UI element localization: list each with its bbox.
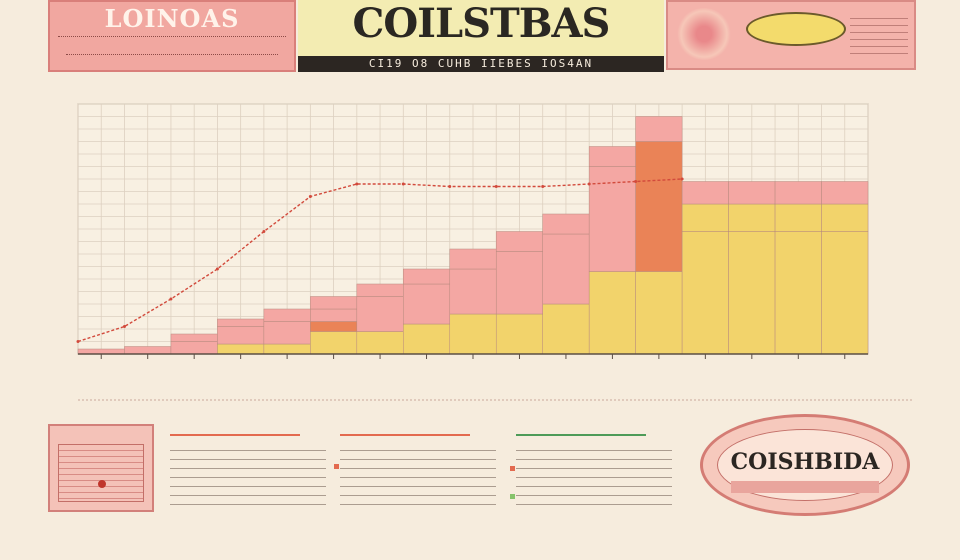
bar-segment xyxy=(495,313,543,355)
bar-segment xyxy=(635,271,683,355)
trend-point xyxy=(215,267,219,271)
seal-title: COISHBIDA xyxy=(730,449,880,475)
bar-segment xyxy=(217,343,265,355)
legend-column-1 xyxy=(170,420,330,516)
bar-segment xyxy=(310,331,358,355)
trend-point xyxy=(169,297,173,301)
seal-band xyxy=(731,481,879,493)
bar-segment xyxy=(263,343,311,355)
bar-segment xyxy=(263,321,311,345)
bar-segment xyxy=(449,313,497,355)
legend-column-1-heading xyxy=(170,420,300,436)
bar-segment xyxy=(217,326,265,345)
bar-segment xyxy=(588,146,636,167)
legend-column-3-heading xyxy=(516,420,646,436)
bar-segment xyxy=(635,141,683,272)
bar-segment xyxy=(821,203,869,232)
x-axis-ticks xyxy=(100,354,846,359)
stamp-dot-icon xyxy=(98,480,106,488)
bottom-left-stamp xyxy=(48,424,154,512)
header-center-banner: COILSTBAS xyxy=(298,0,664,56)
bar-segment xyxy=(170,341,218,355)
bar-segment xyxy=(403,323,451,355)
bar-segment xyxy=(449,248,497,270)
emblem-icon xyxy=(746,12,846,46)
trend-point xyxy=(587,182,591,186)
page-title: COILSTBAS xyxy=(352,0,611,47)
legend-column-2-rows xyxy=(340,442,496,512)
bar-segment xyxy=(356,331,404,355)
bar-segment xyxy=(821,181,869,205)
bottom-right-seal: COISHBIDA xyxy=(700,414,910,516)
chart-bars xyxy=(77,116,869,355)
legend-column-3-rows xyxy=(516,442,672,512)
header-right-fine-print xyxy=(850,12,908,58)
bar-segment xyxy=(263,308,311,322)
rose-ornament-icon xyxy=(676,8,732,60)
bar-segment xyxy=(728,203,776,232)
bar-segment xyxy=(170,333,218,342)
bar-segment xyxy=(728,231,776,355)
legend-column-2 xyxy=(334,420,500,516)
chart-overlay-line xyxy=(76,177,684,343)
trend-point xyxy=(680,177,684,181)
stamp-fine-print xyxy=(58,444,144,502)
header-left-banner: LOINOAS xyxy=(48,0,296,72)
header-subtitle: CI19 O8 CUHB IIEBES IOS4AN xyxy=(368,57,594,70)
legend-swatch-orange xyxy=(334,464,339,469)
trend-point xyxy=(541,185,545,188)
legend-column-2-heading xyxy=(340,420,470,436)
header-right-ornament xyxy=(666,0,916,70)
bar-segment xyxy=(681,181,729,205)
bar-segment xyxy=(542,303,590,355)
bar-segment xyxy=(403,268,451,285)
bar-segment xyxy=(774,231,822,355)
bar-segment xyxy=(728,181,776,205)
legend-column-3 xyxy=(510,420,676,516)
legend-swatch-green xyxy=(510,494,515,499)
bar-segment xyxy=(310,296,358,310)
legend-swatch-red xyxy=(510,466,515,471)
bar-segment xyxy=(774,203,822,232)
trend-line xyxy=(77,178,683,343)
bar-segment xyxy=(495,251,543,315)
bar-segment xyxy=(588,271,636,355)
trend-point xyxy=(355,182,359,186)
bar-segment xyxy=(821,231,869,355)
header-subtitle-strip: CI19 O8 CUHB IIEBES IOS4AN xyxy=(298,56,664,72)
trend-point xyxy=(401,182,405,186)
bar-segment xyxy=(356,283,404,297)
bar-segment xyxy=(635,116,683,142)
bar-segment xyxy=(124,346,172,355)
header-left-fine-print xyxy=(58,36,286,47)
bar-segment xyxy=(310,308,358,322)
bar-segment xyxy=(542,213,590,235)
legend-column-1-rows xyxy=(170,442,326,512)
bar-segment xyxy=(449,268,497,315)
trend-point xyxy=(448,185,452,188)
trend-point xyxy=(634,180,638,183)
header-left-fine-print-2 xyxy=(66,54,278,63)
bar-segment xyxy=(495,231,543,252)
bar-segment xyxy=(310,321,358,332)
bar-segment xyxy=(681,203,729,232)
trend-point xyxy=(308,195,312,198)
bar-segment xyxy=(403,283,451,325)
trend-point xyxy=(494,185,498,188)
bar-segment xyxy=(356,296,404,332)
header-left-title: LOINOAS xyxy=(104,4,240,33)
bar-segment xyxy=(681,231,729,355)
stacked-bar-chart xyxy=(76,103,912,401)
bar-segment xyxy=(774,181,822,205)
trend-point xyxy=(76,340,80,343)
bar-segment xyxy=(542,233,590,305)
trend-point xyxy=(262,230,266,233)
bar-segment xyxy=(588,166,636,272)
trend-point xyxy=(122,325,126,328)
bar-segment xyxy=(217,318,265,327)
